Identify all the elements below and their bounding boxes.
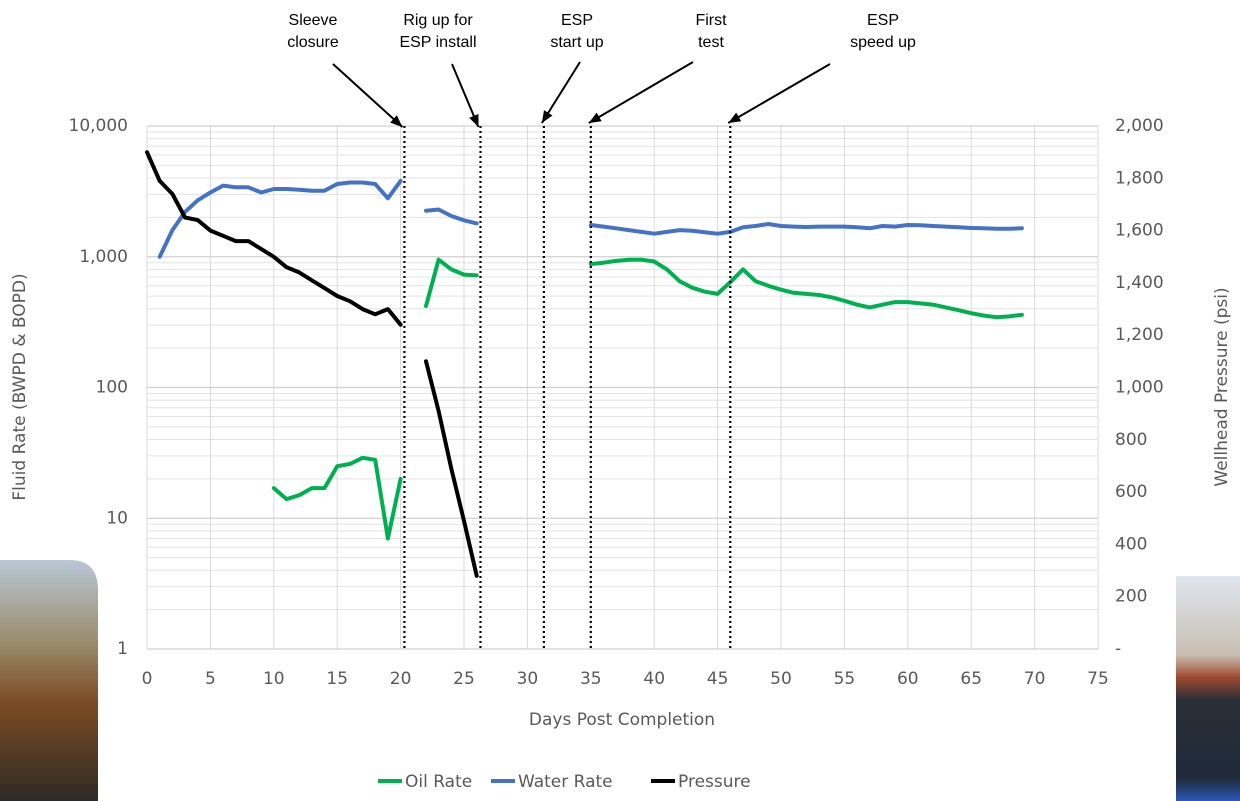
y2-tick-label: 1,200 (1115, 325, 1164, 345)
x-tick-label: 30 (517, 669, 539, 689)
event-arrowhead (542, 110, 553, 123)
x-tick-label: 15 (326, 669, 348, 689)
x-tick-label: 0 (142, 669, 153, 689)
y2-axis-title: Wellhead Pressure (psi) (1212, 287, 1232, 486)
series-line (274, 260, 1022, 539)
x-tick-label: 25 (453, 669, 475, 689)
event-label: First (695, 12, 727, 29)
y-tick-label: 1,000 (79, 247, 128, 267)
y2-tick-label: - (1115, 639, 1121, 659)
event-label: ESP (867, 12, 899, 29)
y2-tick-label: 1,600 (1115, 221, 1164, 241)
plot-area: 0 5 10 15 20 25 30 35 40 45 50 55 60 65 70 75 1 10 100 1,00… (10, 12, 1232, 792)
y-tick-label: 1 (117, 639, 128, 659)
x-tick-label: 40 (643, 669, 665, 689)
event-arrow (589, 62, 693, 123)
x-tick-label: 35 (580, 669, 602, 689)
y-tick-label: 10,000 (69, 116, 128, 136)
event-label: test (698, 34, 724, 51)
event-arrowhead (469, 114, 478, 127)
x-tick-label: 50 (770, 669, 792, 689)
event-label: ESP install (399, 34, 476, 51)
legend-label: Oil Rate (405, 772, 472, 792)
legend-label: Pressure (678, 772, 751, 792)
event-label: start up (550, 34, 603, 51)
series-line (147, 152, 477, 576)
x-tick-label: 10 (263, 669, 285, 689)
event-arrowhead (589, 113, 602, 123)
y2-tick-label: 400 (1115, 534, 1147, 554)
event-label: closure (287, 34, 339, 51)
x-tick-label: 70 (1024, 669, 1046, 689)
event-arrow (333, 64, 402, 127)
event-arrow (728, 64, 830, 123)
x-tick-label: 60 (897, 669, 919, 689)
photo-left (0, 560, 98, 801)
chart: 0 5 10 15 20 25 30 35 40 45 50 55 60 65 70 75 1 10 100 1,00… (0, 0, 1240, 801)
y2-tick-label: 600 (1115, 482, 1147, 502)
event-label: ESP (561, 12, 593, 29)
x-tick-label: 75 (1087, 669, 1109, 689)
x-tick-label: 65 (960, 669, 982, 689)
y2-tick-label: 1,000 (1115, 378, 1164, 398)
photo-right (1176, 576, 1240, 801)
y-tick-label: 100 (96, 378, 128, 398)
event-arrowhead (728, 113, 741, 123)
legend-label: Water Rate (518, 772, 613, 792)
y2-tick-label: 1,400 (1115, 273, 1164, 293)
x-tick-label: 20 (390, 669, 412, 689)
page: 0 5 10 15 20 25 30 35 40 45 50 55 60 65 70 75 1 10 100 1,00… (0, 0, 1240, 801)
event-label: Rig up for (403, 12, 473, 29)
y2-tick-label: 200 (1115, 587, 1147, 607)
y2-tick-label: 2,000 (1115, 116, 1164, 136)
y2-tick-label: 1,800 (1115, 168, 1164, 188)
y-tick-label: 10 (106, 508, 128, 528)
y-axis-title: Fluid Rate (BWPD & BOPD) (10, 273, 30, 500)
x-tick-label: 5 (205, 669, 216, 689)
x-tick-label: 45 (707, 669, 729, 689)
y2-tick-label: 800 (1115, 430, 1147, 450)
x-tick-label: 55 (834, 669, 856, 689)
event-label: Sleeve (289, 12, 338, 29)
event-label: speed up (850, 34, 916, 51)
x-axis-title: Days Post Completion (529, 710, 715, 730)
